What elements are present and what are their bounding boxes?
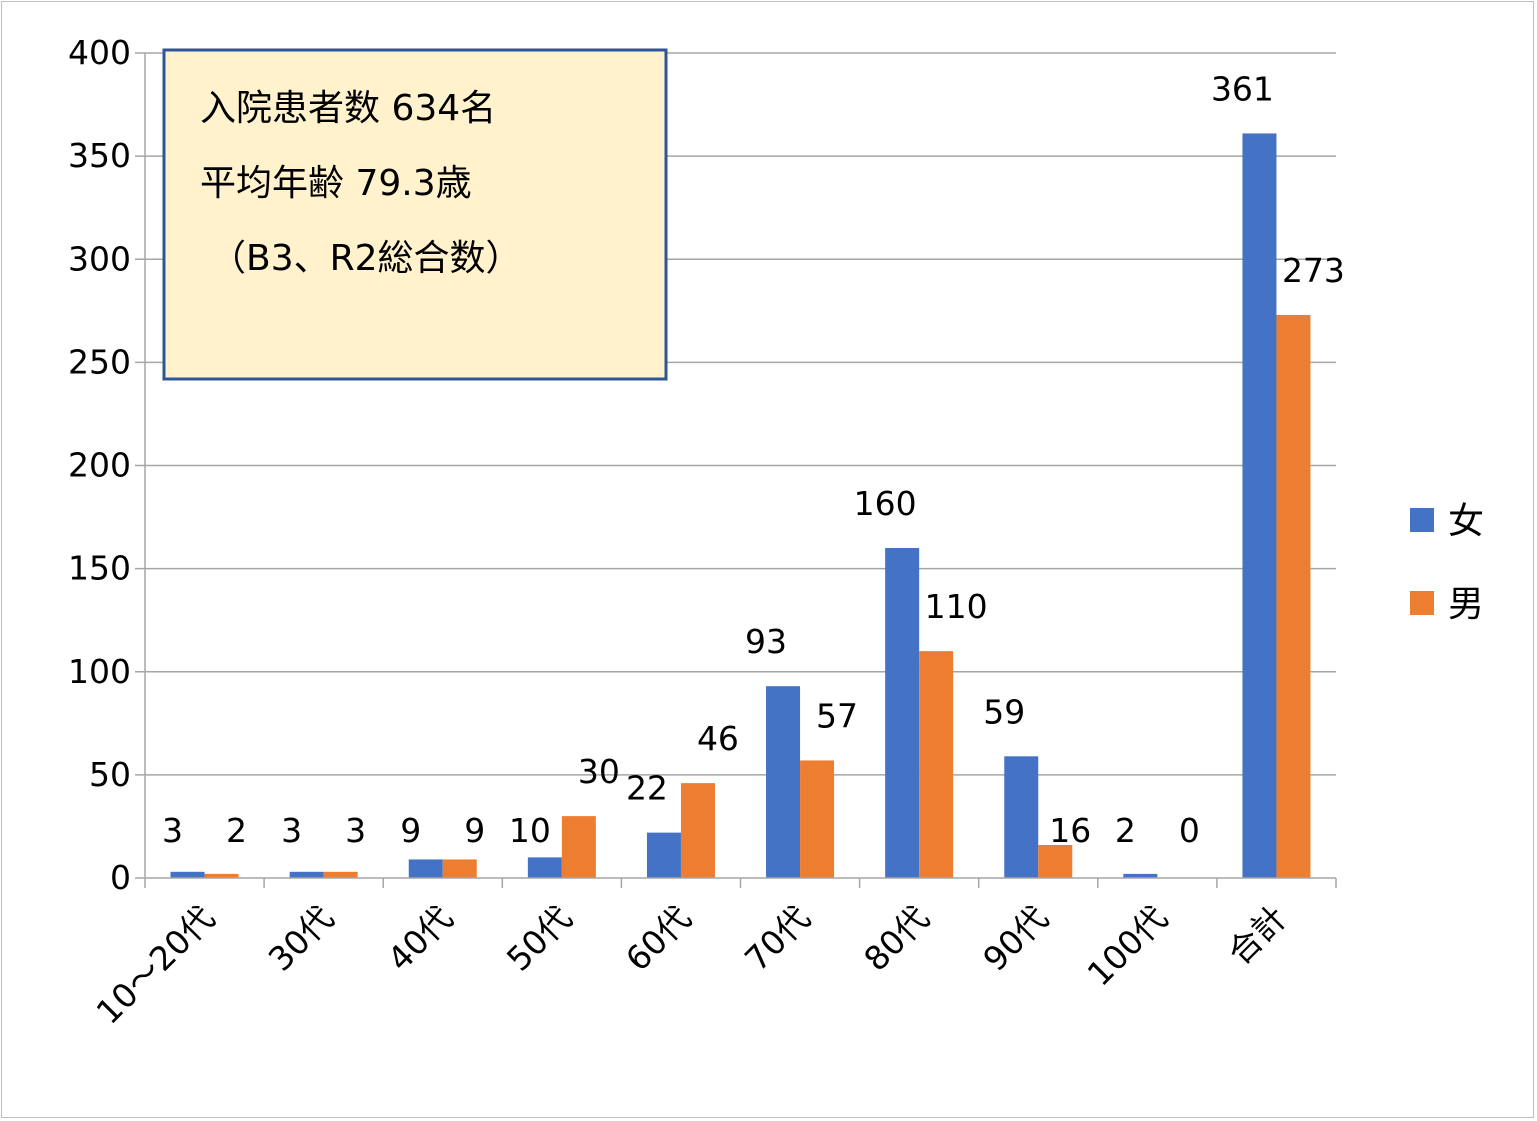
category-label: 10～20代: [89, 898, 223, 1032]
category-label: 60代: [618, 898, 699, 979]
bar-female: [408, 859, 443, 878]
y-tick-label: 100: [68, 652, 131, 691]
bar-male: [323, 871, 358, 878]
y-tick-label: 300: [68, 239, 131, 278]
data-label: 16: [1049, 811, 1091, 850]
data-label: 273: [1282, 251, 1345, 290]
data-label: 2: [1115, 811, 1136, 850]
bar-male: [800, 760, 835, 878]
x-axis-category-labels: 10～20代 30代 40代 50代 60代 70代 80代 90代 100代 合計: [89, 898, 1295, 1032]
category-label: 100代: [1080, 898, 1175, 993]
legend-label: 男: [1448, 584, 1484, 625]
bars: [170, 133, 1311, 878]
bar-male: [561, 816, 596, 878]
bar-male: [919, 651, 954, 878]
bar-male: [1038, 845, 1073, 878]
data-label: 22: [626, 769, 668, 808]
category-label: 40代: [380, 898, 461, 979]
bar-female: [1242, 133, 1277, 878]
data-label: 9: [464, 811, 485, 850]
data-label: 10: [509, 811, 551, 850]
bar-male: [1276, 314, 1311, 878]
bar-male: [442, 859, 477, 878]
bar-female: [885, 548, 920, 878]
y-tick-label: 50: [89, 755, 131, 794]
data-label: 2: [226, 811, 247, 850]
annotation-box-bg: [162, 48, 668, 381]
annotation-line: 平均年齢 79.3歳: [200, 163, 472, 204]
bar-female: [646, 832, 681, 878]
y-tick-label: 0: [110, 858, 131, 897]
annotation-line: 入院患者数 634名: [200, 88, 496, 129]
y-tick-label: 350: [68, 136, 131, 175]
category-label: 30代: [261, 898, 342, 979]
category-label: 80代: [856, 898, 937, 979]
legend-swatch: [1410, 591, 1434, 615]
bar-male: [680, 783, 715, 878]
bar-female: [1004, 756, 1039, 878]
data-label: 3: [281, 811, 302, 850]
y-tick-label: 200: [68, 446, 131, 485]
bar-female: [766, 686, 801, 878]
data-label: 9: [400, 811, 421, 850]
y-axis-tick-labels: 0 50 100 150 200 250 300 350 400: [68, 33, 131, 897]
bar-male: [204, 873, 239, 878]
data-label: 59: [983, 692, 1025, 731]
annotation-line: （B3、R2総合数）: [210, 238, 522, 279]
data-label: 30: [578, 752, 620, 791]
data-label: 3: [162, 811, 183, 850]
bar-female: [1123, 873, 1158, 878]
data-label: 110: [925, 587, 988, 626]
legend-label: 女: [1448, 501, 1484, 542]
data-label: 46: [697, 719, 739, 758]
bar-female: [289, 871, 324, 878]
data-label: 57: [816, 696, 858, 735]
bar-female: [527, 857, 562, 878]
data-label: 160: [854, 484, 917, 523]
legend: 女男: [1410, 501, 1484, 625]
data-label: 0: [1179, 811, 1200, 850]
x-axis: [144, 877, 1337, 888]
y-tick-label: 400: [68, 33, 131, 72]
legend-swatch: [1410, 508, 1434, 532]
bar-female: [170, 871, 205, 878]
data-label: 3: [345, 811, 366, 850]
y-tick-label: 250: [68, 342, 131, 381]
category-label: 90代: [975, 898, 1056, 979]
category-label: 合計: [1220, 898, 1294, 972]
y-tick-label: 150: [68, 549, 131, 588]
data-label: 93: [745, 622, 787, 661]
data-label: 361: [1211, 69, 1274, 108]
category-label: 50代: [499, 898, 580, 979]
category-label: 70代: [737, 898, 818, 979]
